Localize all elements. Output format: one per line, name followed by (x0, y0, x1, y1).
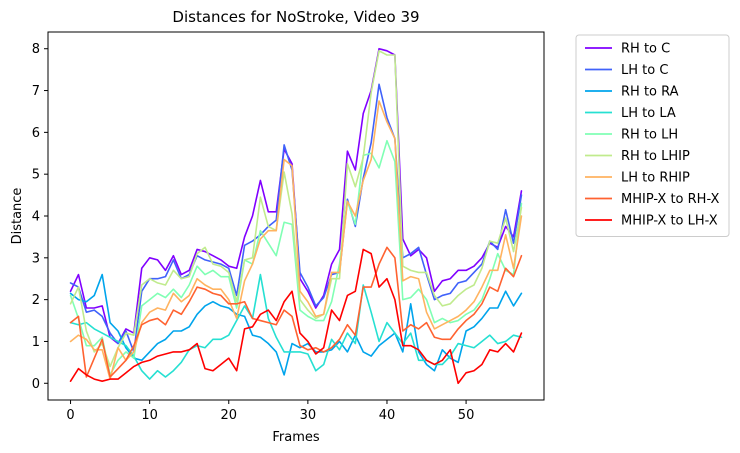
x-tick-label-0: 0 (66, 408, 74, 423)
y-tick-label-5: 5 (32, 168, 40, 183)
y-tick-label-2: 2 (32, 293, 40, 308)
x-tick-label-4: 40 (379, 408, 396, 423)
y-tick-label-0: 0 (32, 377, 40, 392)
axes-layer: 0 10 20 30 40 50 0 1 2 3 4 5 6 7 8 (32, 31, 545, 423)
x-tick-label-2: 20 (220, 408, 237, 423)
legend-label-1: LH to C (621, 63, 668, 78)
series-line-4 (69, 139, 523, 376)
y-tick-label-3: 3 (32, 251, 40, 266)
series-line-6 (69, 100, 523, 380)
legend-label-7: MHIP-X to RH-X (621, 192, 719, 207)
y-axis-label: Distance (10, 188, 25, 245)
y-tick-label-6: 6 (32, 126, 40, 141)
series-line-8 (69, 248, 523, 385)
x-tick-label-3: 30 (300, 408, 317, 423)
series-layer (69, 47, 523, 385)
x-axis-label: Frames (272, 430, 320, 445)
legend-label-0: RH to C (621, 42, 670, 57)
legend-label-2: RH to RA (621, 85, 679, 100)
legend-label-5: RH to LHIP (621, 149, 690, 164)
y-tick-label-7: 7 (32, 84, 40, 99)
y-tick-label-1: 1 (32, 335, 40, 350)
y-tick-label-4: 4 (32, 210, 40, 225)
x-tick-label-1: 10 (141, 408, 158, 423)
legend: RH to C LH to C RH to RA LH to LA RH to LH RH… (575, 34, 730, 237)
legend-box (575, 34, 730, 237)
legend-label-4: RH to LH (621, 128, 678, 143)
legend-label-3: LH to LA (621, 106, 676, 121)
chart-title: Distances for NoStroke, Video 39 (172, 8, 419, 26)
legend-label-6: LH to RHIP (621, 171, 690, 186)
legend-label-8: MHIP-X to LH-X (621, 214, 718, 229)
series-line-5 (69, 50, 523, 368)
series-line-7 (69, 246, 523, 378)
y-tick-label-8: 8 (32, 42, 40, 57)
series-line-3 (69, 273, 523, 380)
x-tick-label-5: 50 (458, 408, 475, 423)
